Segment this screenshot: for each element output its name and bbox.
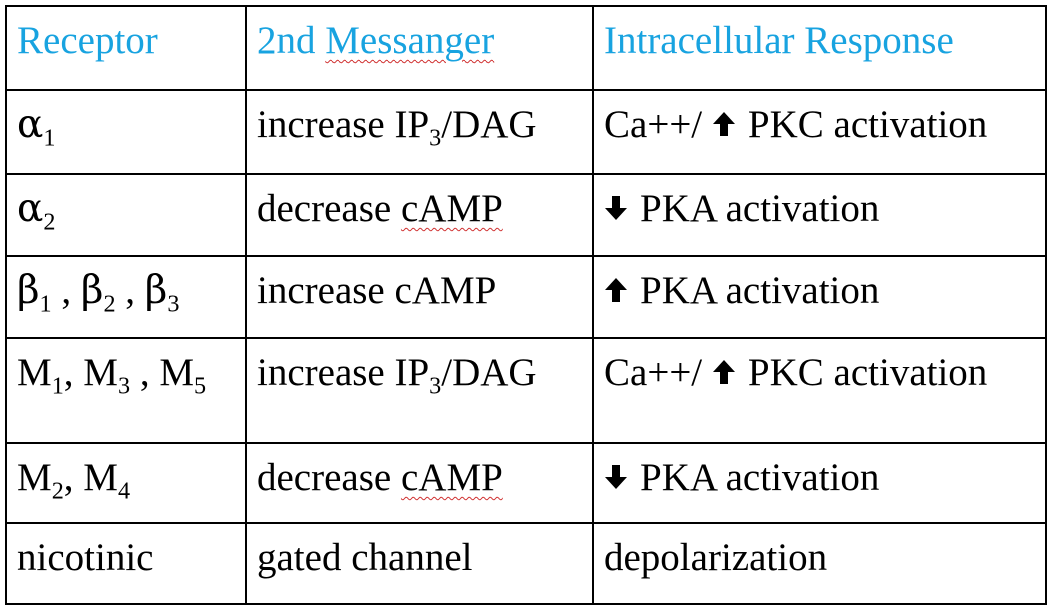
receptor-subscript: 1 <box>43 124 56 152</box>
receptor-subscript: 4 <box>117 477 131 505</box>
up-arrow-icon <box>604 277 630 303</box>
receptor-table-container: Receptor 2nd Messanger Intracellular Res… <box>5 5 1047 605</box>
receptor-symbol: α <box>17 102 44 147</box>
table-row: α1 increase IP3/DAG Ca++/ PKC activation <box>5 89 1047 175</box>
response-text: PKA activation <box>640 456 880 499</box>
receptor-subscript: 3 <box>117 372 131 400</box>
receptor-symbol: β <box>144 268 168 313</box>
response-text: PKC activation <box>747 351 988 394</box>
messenger-text: gated channel <box>257 536 473 579</box>
header-messenger: 2nd Messanger <box>245 5 594 91</box>
receptor-symbol: α <box>17 186 44 231</box>
receptor-subscript: 2 <box>103 290 116 318</box>
response-cell: Ca++/ PKC activation <box>592 89 1047 175</box>
messenger-text-post: /DAG <box>441 351 537 394</box>
receptor-symbol: β <box>17 268 40 313</box>
receptor-symbol: β <box>80 268 104 313</box>
receptor-subscript: 3 <box>167 290 180 318</box>
header-response: Intracellular Response <box>592 5 1047 91</box>
receptor-subscript: 1 <box>51 372 64 400</box>
response-prefix: Ca++/ <box>604 351 703 394</box>
response-text: PKA activation <box>640 187 880 230</box>
messenger-cell: increase IP3/DAG <box>245 89 594 175</box>
header-messenger-text: 2nd Messanger <box>257 19 495 62</box>
table-row: α2 decrease cAMP PKA activation <box>5 173 1047 257</box>
receptor-cell: M2, M4 <box>5 442 247 524</box>
messenger-text: decrease cAMP <box>257 187 503 230</box>
messenger-text: decrease cAMP <box>257 456 503 499</box>
messenger-subscript: 3 <box>429 372 442 400</box>
receptor-cell: α2 <box>5 173 247 257</box>
receptor-symbol: M <box>17 456 52 499</box>
receptor-subscript: 2 <box>51 477 64 505</box>
receptor-symbol: M <box>83 351 118 394</box>
header-receptor: Receptor <box>5 5 247 91</box>
response-text: PKA activation <box>640 269 880 312</box>
receptor-subscript: 1 <box>39 290 52 318</box>
messenger-text-post: /DAG <box>441 103 537 146</box>
receptor-symbol: M <box>159 351 194 394</box>
receptor-symbol: M <box>17 351 52 394</box>
down-arrow-icon <box>604 195 630 221</box>
table-row: β1 , β2 , β3 increase cAMP PKA activatio… <box>5 255 1047 339</box>
messenger-subscript: 3 <box>429 124 442 152</box>
messenger-text-pre: increase IP <box>257 103 430 146</box>
receptor-cell: β1 , β2 , β3 <box>5 255 247 339</box>
receptor-subscript: 2 <box>43 208 56 236</box>
response-prefix: Ca++/ <box>604 103 703 146</box>
messenger-cell: increase IP3/DAG <box>245 337 594 444</box>
receptor-cell: α1 <box>5 89 247 175</box>
response-text: depolarization <box>604 536 828 579</box>
messenger-text-pre: increase IP <box>257 351 430 394</box>
response-cell: PKA activation <box>592 173 1047 257</box>
table-header-row: Receptor 2nd Messanger Intracellular Res… <box>5 5 1047 91</box>
response-cell: PKA activation <box>592 255 1047 339</box>
response-cell: PKA activation <box>592 442 1047 524</box>
table-row: M1, M3 , M5 increase IP3/DAG Ca++/ PKC a… <box>5 337 1047 444</box>
receptor-symbol: M <box>83 456 118 499</box>
receptor-cell: nicotinic <box>5 522 247 605</box>
response-text: PKC activation <box>747 103 988 146</box>
up-arrow-icon <box>712 359 738 385</box>
messenger-text: increase cAMP <box>257 269 497 312</box>
messenger-cell: decrease cAMP <box>245 442 594 524</box>
messenger-cell: gated channel <box>245 522 594 605</box>
up-arrow-icon <box>712 111 738 137</box>
table-row: M2, M4 decrease cAMP PKA activation <box>5 442 1047 524</box>
messenger-cell: increase cAMP <box>245 255 594 339</box>
table-row: nicotinic gated channel depolarization <box>5 522 1047 605</box>
messenger-cell: decrease cAMP <box>245 173 594 257</box>
receptor-subscript: 5 <box>194 372 207 400</box>
receptor-cell: M1, M3 , M5 <box>5 337 247 444</box>
receptor-table: Receptor 2nd Messanger Intracellular Res… <box>5 5 1047 605</box>
response-cell: depolarization <box>592 522 1047 605</box>
receptor-label: nicotinic <box>17 536 154 579</box>
down-arrow-icon <box>604 464 630 490</box>
response-cell: Ca++/ PKC activation <box>592 337 1047 444</box>
